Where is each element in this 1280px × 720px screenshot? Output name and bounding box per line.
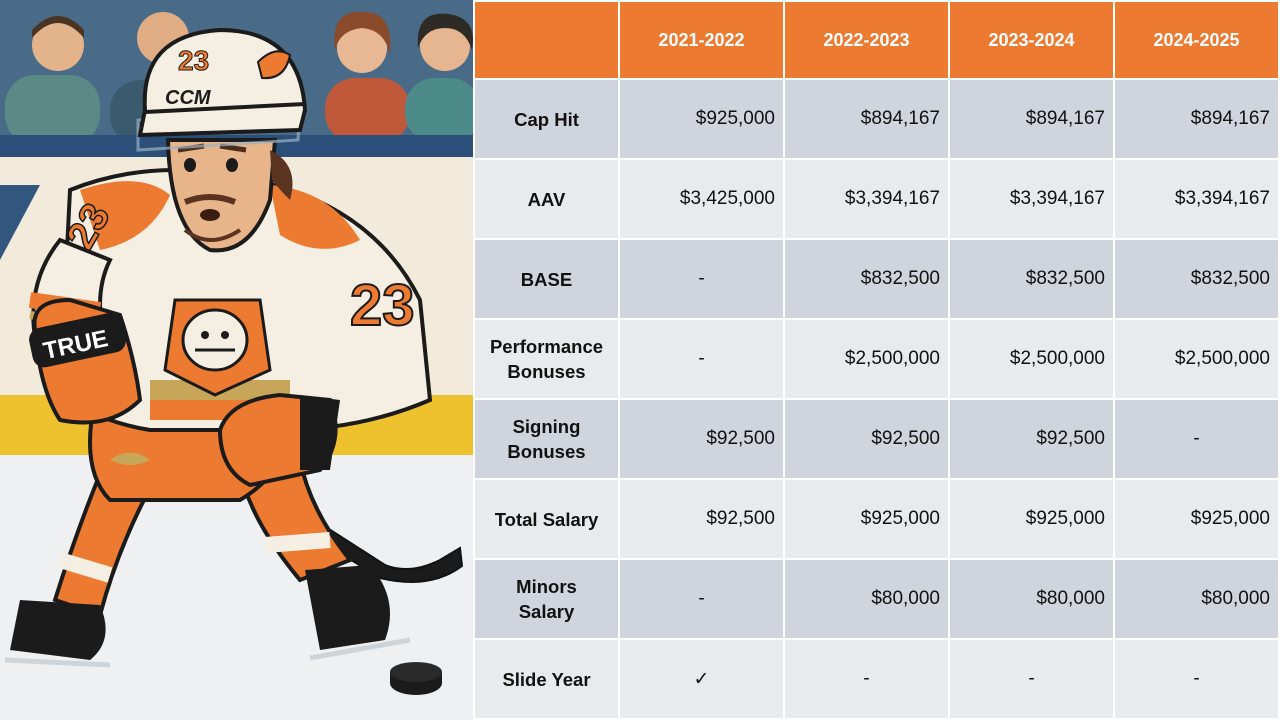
table-cell: $92,500 [618,478,785,560]
table-cell: - [948,638,1115,720]
table-cell: $2,500,000 [1113,318,1280,400]
table-cell: - [1113,638,1280,720]
table-row: Total Salary $92,500 $925,000 $925,000 $925,… [473,478,1280,560]
table-cell: - [618,238,785,320]
table-cell: - [618,558,785,640]
skate [10,600,106,660]
table-cell: $894,167 [783,78,950,160]
table-cell: $3,394,167 [948,158,1115,240]
season-header: 2021-2022 [618,0,785,80]
table-cell: - [783,638,950,720]
row-label: Slide Year [473,638,620,720]
row-label: Total Salary [473,478,620,560]
season-header: 2024-2025 [1113,0,1280,80]
helmet-icon: CCM 23 [137,27,308,138]
season-header: 2022-2023 [783,0,950,80]
ducks-crest-icon [163,298,272,397]
table-cell: $3,394,167 [783,158,950,240]
table-row: Minors Salary - $80,000 $80,000 $80,000 [473,558,1280,640]
glove-icon [217,392,340,488]
table-cell: $80,000 [1113,558,1280,640]
table-row: Signing Bonuses $92,500 $92,500 $92,500- [473,398,1280,480]
row-label: Performance Bonuses [473,318,620,400]
row-label: BASE [473,238,620,320]
spectator [325,11,410,143]
table-cell: $80,000 [948,558,1115,640]
table-cell: $92,500 [783,398,950,480]
table-cell: $3,394,167 [1113,158,1280,240]
row-label: Minors Salary [473,558,620,640]
player-head [136,103,302,253]
header-corner [473,0,620,80]
table-cell: $832,500 [948,238,1115,320]
contract-table: 2021-2022 2022-2023 2023-2024 2024-2025 … [473,0,1280,720]
row-label: AAV [473,158,620,240]
skate [305,565,390,650]
svg-text:23: 23 [178,45,209,76]
table-header-row: 2021-2022 2022-2023 2023-2024 2024-2025 [473,0,1280,80]
table-cell: $925,000 [618,78,785,160]
table-cell: - [1113,398,1280,480]
table-row: Cap Hit $925,000 $894,167 $894,167 $894,167 [473,78,1280,160]
table-cell: $2,500,000 [783,318,950,400]
table-cell: $925,000 [948,478,1115,560]
table-cell: $2,500,000 [948,318,1115,400]
table-cell: $832,500 [1113,238,1280,320]
table-row: AAV $3,425,000 $3,394,167 $3,394,167 $3,394,… [473,158,1280,240]
table-cell: $832,500 [783,238,950,320]
table-row: Performance Bonuses - $2,500,000 $2,500,000 $… [473,318,1280,400]
table-cell: $92,500 [618,398,785,480]
jersey-number: 23 [350,273,415,338]
table-cell: $80,000 [783,558,950,640]
row-label: Signing Bonuses [473,398,620,480]
table-cell: $92,500 [948,398,1115,480]
table-row: Slide Year ✓ - - - [473,638,1280,720]
helmet-brand: CCM [165,87,212,109]
table-cell: $894,167 [1113,78,1280,160]
table-cell: $894,167 [948,78,1115,160]
spectator [405,13,473,143]
player-illustration: 23 23 TRUE [0,0,473,720]
table-cell: ✓ [618,638,785,720]
spectator [5,16,100,145]
table-cell: $3,425,000 [618,158,785,240]
table-cell: - [618,318,785,400]
season-header: 2023-2024 [948,0,1115,80]
table-row: BASE - $832,500 $832,500 $832,500 [473,238,1280,320]
row-label: Cap Hit [473,78,620,160]
table-cell: $925,000 [783,478,950,560]
glove-icon: TRUE [29,297,143,425]
table-cell: $925,000 [1113,478,1280,560]
